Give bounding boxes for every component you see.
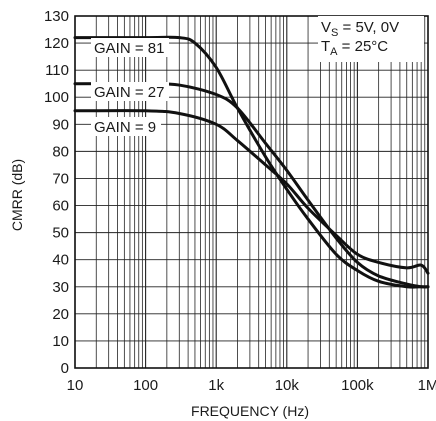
- y-tick-label: 50: [52, 225, 69, 242]
- condition-temperature-value: = 25°C: [338, 38, 389, 55]
- y-tick-label: 130: [44, 8, 69, 25]
- y-tick-label: 120: [44, 35, 69, 52]
- x-tick-label: 10: [67, 377, 84, 394]
- series-lines: [73, 35, 430, 289]
- x-tick-label: 100k: [341, 377, 374, 394]
- y-tick-label: 110: [45, 62, 69, 79]
- y-tick-label: 0: [61, 360, 69, 377]
- plot-border: [74, 15, 429, 369]
- x-axis-label: FREQUENCY (Hz): [191, 403, 309, 419]
- y-tick-label: 40: [52, 252, 69, 269]
- grid: [74, 15, 428, 369]
- series-line-1: [73, 82, 430, 289]
- conditions-background: [318, 16, 424, 62]
- series-label-bg-gain-27: [91, 82, 169, 101]
- y-tick-label: 80: [52, 143, 69, 160]
- condition-temperature-subscript: A: [330, 46, 338, 58]
- series-label-bg-gain-81: [91, 38, 169, 57]
- plot-frame: [74, 15, 429, 369]
- series-label-gain-9: GAIN = 9: [94, 119, 156, 136]
- y-axis-label: CMRR (dB): [9, 159, 25, 231]
- y-tick-label: 90: [52, 116, 69, 133]
- y-tick-label: 60: [52, 198, 69, 215]
- series-label-gain-81: GAIN = 81: [94, 40, 164, 57]
- series-labels: GAIN = 81 GAIN = 27 GAIN = 9: [91, 38, 169, 136]
- series-label-gain-27: GAIN = 27: [94, 84, 164, 101]
- y-tick-label: 70: [52, 170, 69, 187]
- series-label-bg-gain-9: [91, 117, 161, 136]
- condition-temperature: TA = 25°C: [321, 38, 388, 58]
- condition-supply-subscript: S: [331, 27, 338, 39]
- series-line-2: [73, 109, 430, 275]
- x-tick-label: 1k: [208, 377, 224, 394]
- condition-temperature-symbol: T: [321, 38, 330, 55]
- condition-supply-symbol: V: [321, 19, 331, 36]
- condition-supply-value: = 5V, 0V: [338, 19, 399, 36]
- series-line-0: [73, 35, 430, 289]
- y-tick-label: 10: [52, 333, 69, 350]
- condition-supply: VS = 5V, 0V: [321, 19, 399, 39]
- y-tick-label: 20: [52, 306, 69, 323]
- x-tick-label: 1M: [418, 377, 436, 394]
- conditions-box: VS = 5V, 0V TA = 25°C: [318, 16, 424, 62]
- y-tick-label: 30: [52, 279, 69, 296]
- y-tick-label: 100: [44, 89, 69, 106]
- x-tick-label: 10k: [275, 377, 300, 394]
- x-tick-label: 100: [133, 377, 158, 394]
